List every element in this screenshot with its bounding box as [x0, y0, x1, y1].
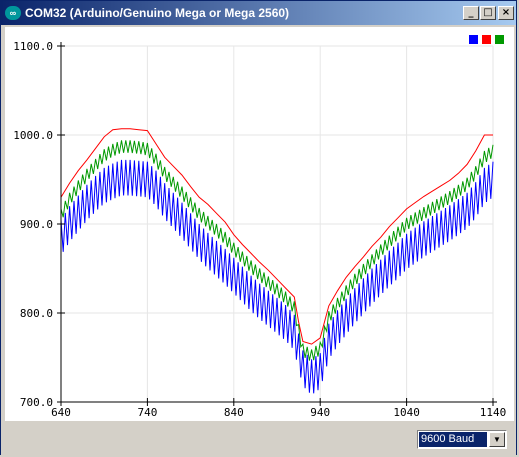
- x-tick-label: 940: [310, 406, 330, 419]
- x-tick-label: 840: [224, 406, 244, 419]
- arduino-icon: ∞: [5, 6, 21, 20]
- x-tick-label: 740: [137, 406, 157, 419]
- chevron-down-icon[interactable]: ▼: [489, 432, 505, 447]
- series-line-0: [60, 128, 493, 345]
- x-tick-label: 640: [51, 406, 71, 419]
- x-tick-label: 1140: [480, 406, 507, 419]
- serial-plot-chart: 640 740 840 940 1040 1140 700.0 800.0 900.0 1000.…: [13, 40, 507, 419]
- title-bar[interactable]: ∞ COM32 (Arduino/Genuino Mega or Mega 25…: [1, 1, 516, 25]
- close-button[interactable]: ×: [498, 6, 514, 20]
- y-tick-label: 700.0: [20, 396, 53, 409]
- series-line-2: [60, 159, 494, 394]
- y-tick-label: 1100.0: [13, 40, 53, 53]
- series-line-1: [60, 140, 494, 361]
- maximize-button[interactable]: □: [480, 6, 496, 20]
- baud-rate-select[interactable]: 9600 Baud ▼: [417, 430, 507, 449]
- baud-rate-value[interactable]: 9600 Baud: [419, 432, 487, 447]
- x-tick-label: 1040: [393, 406, 420, 419]
- y-tick-label: 900.0: [20, 218, 53, 231]
- legend-swatch-green: [495, 35, 504, 44]
- window-title: COM32 (Arduino/Genuino Mega or Mega 2560…: [25, 6, 290, 20]
- status-bar: 9600 Baud ▼: [1, 423, 516, 456]
- legend-swatch-blue: [469, 35, 478, 44]
- y-tick-label: 1000.0: [13, 129, 53, 142]
- plot-area: 640 740 840 940 1040 1140 700.0 800.0 900.0 1000.…: [5, 27, 514, 421]
- minimize-button[interactable]: _: [463, 6, 479, 20]
- legend-swatch-red: [482, 35, 491, 44]
- y-tick-label: 800.0: [20, 307, 53, 320]
